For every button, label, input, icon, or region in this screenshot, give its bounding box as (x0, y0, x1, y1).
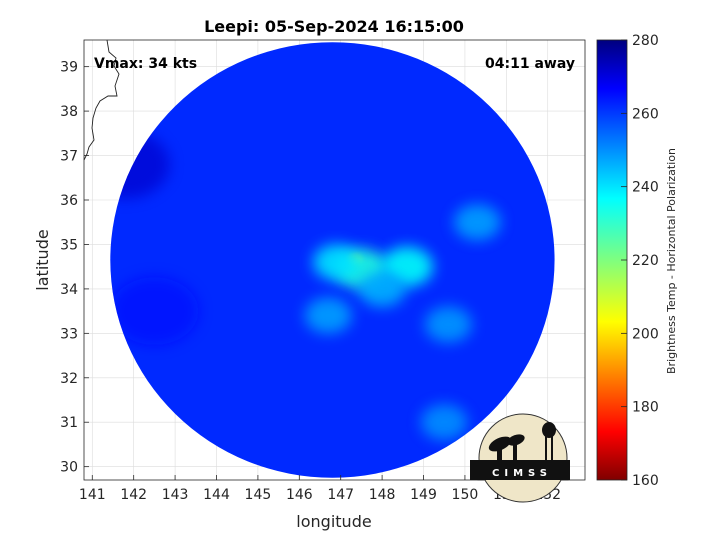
y-tick-label: 38 (60, 104, 78, 120)
x-tick-label: 150 (452, 487, 479, 503)
colorbar-tick-label: 260 (632, 106, 659, 122)
y-tick-label: 36 (60, 193, 78, 209)
y-tick-label: 39 (60, 60, 78, 76)
x-tick-label: 147 (327, 487, 354, 503)
axes-box (83, 39, 586, 481)
y-tick-label: 34 (60, 282, 78, 298)
swath-feature (453, 204, 501, 241)
y-axis-label: latitude (33, 229, 52, 290)
x-tick-label: 145 (245, 487, 272, 503)
swath-feature (313, 244, 360, 281)
x-tick-label: 144 (203, 487, 230, 503)
y-tick-label: 37 (60, 149, 78, 165)
colorbar-tick-label: 280 (632, 33, 659, 49)
colorbar-label: Brightness Temp - Horizontal Polarizatio… (665, 148, 678, 374)
swath-feature (304, 297, 352, 334)
x-tick-label: 143 (162, 487, 189, 503)
colorbar-tick-label: 240 (632, 180, 659, 196)
y-tick-label: 35 (60, 237, 78, 253)
colorbar-tick-label: 220 (632, 253, 659, 269)
swath-feature (424, 306, 472, 343)
colorbar-tick-label: 200 (632, 326, 659, 342)
coastline (83, 39, 120, 161)
y-tick-label: 33 (60, 326, 78, 342)
y-tick-label: 32 (60, 371, 78, 387)
y-tick-label: 31 (60, 415, 78, 431)
y-ticks: 30 31 32 33 34 35 36 37 38 39 (60, 60, 89, 476)
colorbar-tick-label: 180 (632, 400, 659, 416)
swath-feature (420, 404, 468, 441)
x-tick-label: 142 (120, 487, 147, 503)
x-tick-label: 146 (286, 487, 313, 503)
logo-text: CIMSS (492, 468, 552, 479)
cimss-logo: CIMSS (470, 413, 570, 503)
time-away-annotation: 04:11 away (485, 56, 575, 72)
vmax-annotation: Vmax: 34 kts (94, 56, 197, 72)
x-tick-label: 141 (79, 487, 106, 503)
chart-title: Leepi: 05-Sep-2024 16:15:00 (204, 17, 464, 36)
colorbar-tick-label: 160 (632, 473, 659, 489)
swath (110, 42, 555, 478)
swath-feature (358, 270, 406, 307)
x-axis-label: longitude (296, 512, 371, 531)
swath-feature (110, 277, 199, 346)
x-tick-label: 149 (410, 487, 437, 503)
x-tick-label: 148 (369, 487, 396, 503)
colorbar-ticks: 160 180 200 220 240 260 280 (621, 33, 659, 489)
y-tick-label: 30 (60, 460, 78, 476)
